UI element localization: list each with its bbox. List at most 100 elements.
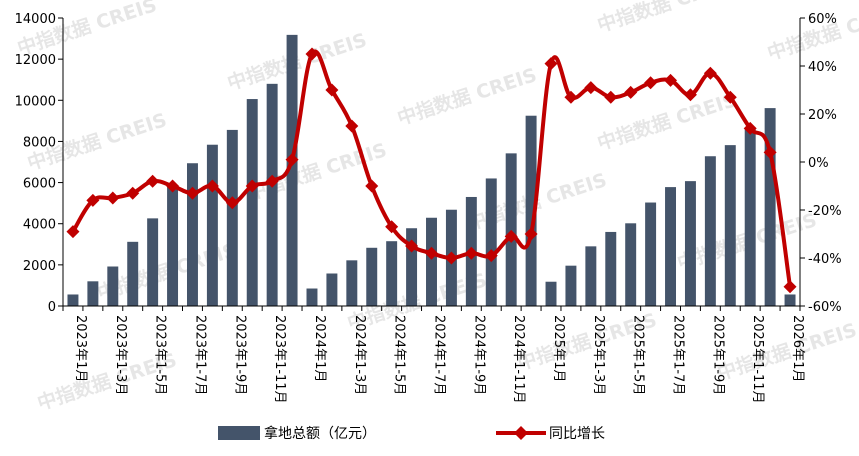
bar	[665, 187, 677, 306]
bar	[505, 153, 517, 306]
line-point	[126, 186, 140, 200]
right-tick-label: 40%	[808, 60, 837, 75]
line-point	[285, 153, 299, 167]
x-tick-label: 2025年1-11月	[750, 315, 765, 404]
line-point	[524, 227, 538, 241]
x-tick-label: 2023年1-9月	[232, 315, 247, 395]
line-point	[405, 239, 419, 253]
left-tick-label: 0	[48, 300, 56, 315]
bar	[87, 281, 99, 306]
line-point	[743, 121, 757, 135]
bar	[406, 228, 418, 306]
bar	[565, 265, 577, 306]
left-tick-label: 10000	[15, 94, 56, 109]
line-point	[265, 174, 279, 188]
line-point	[425, 246, 438, 260]
bar	[366, 247, 378, 306]
bar	[266, 83, 278, 306]
line-point	[564, 90, 578, 104]
watermark-text: 中指数据 CREIS	[394, 63, 539, 130]
bar	[147, 218, 159, 306]
bar	[525, 115, 537, 306]
x-tick-label: 2023年1-7月	[192, 315, 207, 395]
bar	[585, 246, 597, 306]
bar	[226, 129, 238, 306]
bar	[724, 145, 736, 306]
line-point	[624, 85, 638, 99]
left-tick-label: 2000	[23, 259, 56, 274]
left-tick-label: 12000	[15, 53, 56, 68]
line-point	[484, 249, 498, 263]
watermark-text: 中指数据 CREIS	[14, 0, 159, 60]
right-tick-label: -20%	[808, 204, 842, 219]
bar	[545, 281, 557, 306]
bar	[485, 178, 497, 306]
bar	[386, 241, 398, 306]
line-point	[604, 90, 618, 104]
line-point	[544, 57, 558, 71]
x-tick-label: 2025年1-3月	[591, 315, 606, 395]
line-point	[305, 47, 319, 61]
line-point	[664, 73, 678, 87]
bar	[206, 144, 218, 306]
legend-line-label: 同比增长	[549, 426, 605, 442]
line-point	[703, 66, 717, 80]
line-point	[723, 90, 737, 104]
bar	[67, 294, 79, 306]
line-point	[783, 280, 797, 294]
line-point	[584, 81, 598, 95]
right-tick-label: -40%	[808, 252, 842, 267]
watermark-text: 中指数据 CREIS	[594, 0, 739, 37]
line-series	[66, 47, 797, 294]
legend-bar-label: 拿地总额（亿元）	[264, 425, 376, 442]
line-point	[146, 174, 160, 188]
left-tick-label: 4000	[23, 218, 56, 233]
x-tick-label: 2024年1-9月	[471, 315, 486, 395]
x-tick-label: 2024年1月	[312, 315, 327, 382]
left-tick-label: 14000	[15, 12, 56, 27]
right-tick-label: -60%	[808, 300, 842, 315]
right-tick-label: 20%	[808, 108, 837, 123]
legend-bar-swatch	[218, 426, 260, 440]
bar	[426, 217, 437, 306]
line-point	[385, 220, 399, 234]
line-point	[106, 191, 120, 205]
x-tick-label: 2024年1-5月	[392, 315, 407, 395]
bar	[127, 241, 139, 306]
line-point	[245, 179, 259, 193]
bar	[346, 260, 358, 306]
bar	[684, 181, 696, 306]
bar	[167, 186, 179, 306]
bar	[286, 34, 298, 307]
line-point	[166, 179, 180, 193]
line-point	[185, 186, 199, 200]
bar	[186, 163, 198, 306]
bar	[625, 223, 637, 306]
left-tick-label: 8000	[23, 135, 56, 150]
line-point	[225, 196, 239, 210]
bar	[645, 202, 657, 306]
line-point	[205, 179, 219, 193]
x-tick-label: 2025年1-5月	[631, 315, 646, 395]
x-tick-label: 2023年1月	[73, 315, 88, 382]
bar	[744, 129, 756, 306]
watermark-text: 中指数据 CREIS	[764, 0, 859, 65]
bar	[784, 294, 796, 306]
line-point	[683, 88, 697, 102]
right-tick-label: 0%	[808, 156, 829, 171]
x-tick-label: 2024年1-3月	[352, 315, 367, 395]
legend-line-marker	[514, 426, 528, 440]
line-point	[325, 83, 339, 97]
x-tick-label: 2023年1-5月	[153, 315, 168, 395]
bar	[605, 231, 617, 306]
line-point	[345, 119, 359, 133]
watermark-text: 中指数据 CREIS	[714, 318, 859, 385]
x-tick-label: 2025年1-7月	[671, 315, 686, 395]
bar	[306, 288, 318, 306]
line-point	[444, 251, 458, 265]
left-tick-label: 6000	[23, 177, 56, 192]
x-tick-label: 2023年1-11月	[272, 315, 287, 404]
right-tick-label: 60%	[808, 12, 837, 27]
